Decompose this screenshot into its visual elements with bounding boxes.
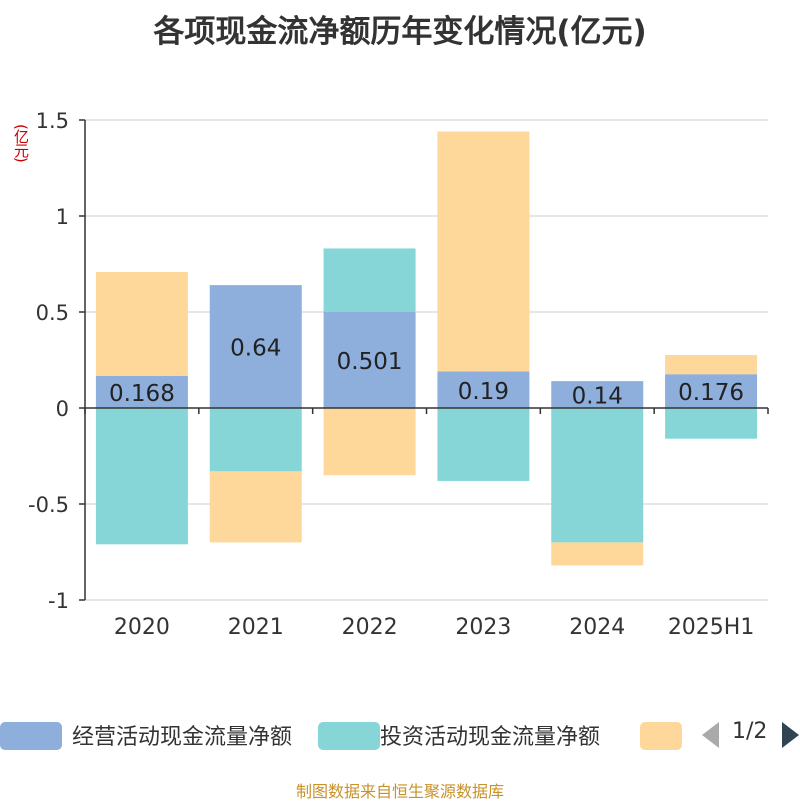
- bar-data-label: 0.501: [337, 349, 403, 375]
- bar-segment-operating: [665, 374, 758, 408]
- x-tick-label: 2020: [114, 615, 170, 640]
- bar-segment-operating: [437, 371, 530, 408]
- bar-segment-operating: [95, 375, 188, 408]
- bar-data-label: 0.64: [230, 336, 281, 362]
- y-tick-label: 0: [56, 397, 69, 421]
- bar-segment-investing: [323, 248, 416, 312]
- bar-segment-operating: [551, 381, 644, 408]
- bar-segment-investing: [665, 408, 758, 439]
- data-source-footer: 制图数据来自恒生聚源数据库: [295, 782, 504, 801]
- bar-data-label: 0.168: [109, 381, 175, 407]
- bar-segment-investing: [437, 408, 530, 481]
- bar-segment-financing: [551, 542, 644, 566]
- legend-swatch-operating: [0, 722, 62, 750]
- y-tick-label: 1.5: [36, 109, 69, 133]
- bar-segment-financing: [323, 408, 416, 476]
- bar-segment-financing: [665, 355, 758, 375]
- legend-label-operating: 经营活动现金流量净额: [72, 725, 293, 750]
- legend-next-page-icon[interactable]: [782, 722, 799, 748]
- y-axis-unit-label: (亿元): [12, 124, 30, 162]
- bar-segment-investing: [209, 408, 302, 472]
- legend-pager: 1/2: [700, 716, 800, 752]
- y-tick-label: -1: [48, 589, 69, 613]
- chart-legend: 经营活动现金流量净额 投资活动现金流量净额: [0, 716, 800, 752]
- legend-swatch-financing: [640, 722, 682, 750]
- bar-segment-operating: [323, 311, 416, 408]
- x-tick-label: 2024: [569, 615, 625, 640]
- bar-data-label: 0.19: [458, 379, 509, 405]
- x-tick-label: 2023: [455, 615, 511, 640]
- y-tick-label: 0.5: [36, 301, 69, 325]
- bar-segment-financing: [209, 471, 302, 543]
- x-tick-label: 2021: [228, 615, 284, 640]
- legend-page-indicator: 1/2: [732, 719, 768, 744]
- legend-label-investing: 投资活动现金流量净额: [380, 725, 601, 750]
- bar-segment-investing: [551, 408, 644, 543]
- stacked-bar-chart: -1 -0.5 0 0.5 1 1.5 0.168 2020 0.64 2021 0.501 2022…: [28, 109, 769, 640]
- legend-swatch-investing: [318, 722, 380, 750]
- y-tick-label: -0.5: [28, 493, 69, 517]
- x-tick-label: 2022: [342, 615, 398, 640]
- x-tick-label: 2025H1: [668, 615, 755, 640]
- legend-prev-page-icon[interactable]: [702, 722, 719, 748]
- bar-data-label: 0.14: [572, 384, 623, 410]
- chart-title: 各项现金流净额历年变化情况(亿元): [153, 14, 647, 50]
- bar-segment-investing: [95, 408, 188, 545]
- bar-segment-financing: [437, 131, 530, 372]
- bar-segment-operating: [209, 285, 302, 408]
- y-tick-label: 1: [56, 205, 69, 229]
- bar-segment-financing: [95, 272, 188, 376]
- bar-data-label: 0.176: [678, 380, 744, 406]
